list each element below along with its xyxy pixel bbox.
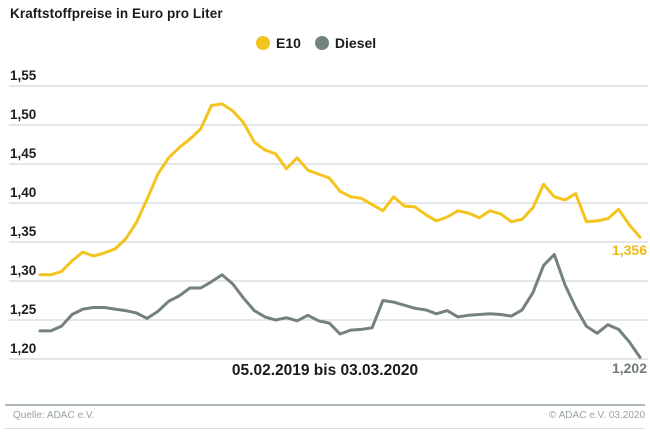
legend-label-e10: E10 — [276, 35, 301, 51]
chart-title: Kraftstoffpreise in Euro pro Liter — [10, 6, 223, 21]
y-axis-label: 1,50 — [10, 107, 37, 122]
y-axis-label: 1,45 — [10, 146, 37, 161]
diesel-last-value-label: 1,202 — [611, 360, 647, 376]
chart-legend: E10 Diesel — [256, 35, 376, 51]
y-axis-label: 1,30 — [10, 263, 37, 278]
legend-label-diesel: Diesel — [334, 35, 377, 51]
e10-last-value-label: 1,356 — [611, 242, 647, 258]
diesel-series-dot-icon — [314, 36, 329, 50]
y-axis-label: 1,40 — [10, 185, 37, 200]
legend-item-diesel: Diesel — [314, 35, 377, 51]
y-axis-label: 1,20 — [10, 341, 37, 356]
y-axis-label: 1,25 — [10, 302, 37, 317]
footer-divider — [5, 404, 645, 406]
source-note: Quelle: ADAC e.V. — [13, 410, 95, 421]
bottom-rule — [5, 428, 645, 429]
e10-series-dot-icon — [256, 36, 270, 50]
y-axis-label: 1,35 — [10, 224, 37, 239]
copyright-note: © ADAC e.V. 03.2020 — [549, 410, 645, 421]
legend-item-e10: E10 — [256, 35, 301, 51]
x-axis-range-label: 05.02.2019 bis 03.03.2020 — [231, 362, 419, 379]
y-axis-label: 1,55 — [10, 68, 37, 83]
diesel-price-line — [38, 253, 642, 359]
e10-price-line — [38, 102, 642, 277]
